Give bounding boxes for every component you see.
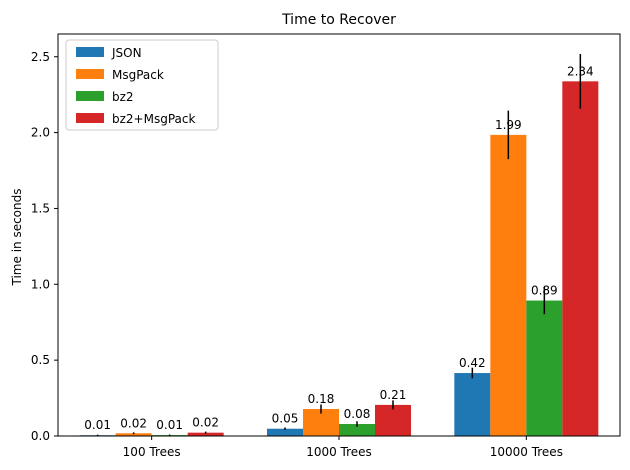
legend-box (65, 39, 219, 131)
data-label: 0.05 (272, 412, 299, 426)
data-label: 0.89 (531, 284, 558, 298)
x-tick-label: 100 Trees (123, 445, 181, 459)
bar (454, 373, 491, 436)
legend-label: MsgPack (112, 68, 164, 82)
legend-label: JSON (111, 46, 142, 60)
data-label: 0.02 (120, 416, 147, 430)
legend-label: bz2 (112, 90, 134, 104)
y-tick-label: 2.5 (31, 50, 50, 64)
bar (526, 300, 563, 436)
data-label: 0.42 (459, 356, 486, 370)
data-label: 0.01 (156, 418, 183, 432)
y-tick-label: 1.5 (31, 201, 50, 215)
data-label: 0.18 (308, 392, 335, 406)
y-tick-label: 2.0 (31, 126, 50, 140)
y-tick-label: 0.5 (31, 353, 50, 367)
bar (267, 428, 303, 436)
y-tick-label: 1.0 (31, 277, 50, 291)
bar (339, 424, 375, 436)
legend-swatch (76, 47, 104, 57)
data-label: 2.34 (567, 64, 594, 78)
y-tick-label: 0.0 (31, 429, 50, 443)
legend-swatch (76, 91, 104, 101)
legend-label: bz2+MsgPack (112, 112, 195, 126)
y-axis-label: Time in seconds (10, 189, 24, 287)
bar (187, 432, 224, 436)
chart-title: Time to Recover (281, 12, 396, 28)
plot-area: 0.01 0.050.420.020.181.990.010.080.890.02… (31, 33, 621, 459)
bar (490, 134, 527, 436)
data-label: 0.01 (84, 418, 111, 432)
bar (562, 81, 599, 437)
data-label: 0.08 (344, 407, 371, 421)
data-label: 0.02 (192, 416, 219, 430)
bar (115, 433, 152, 436)
x-tick-label: 1000 Trees (306, 445, 372, 459)
legend: JSON MsgPack bz2 bz2+MsgPack (65, 39, 219, 131)
data-label: 0.21 (380, 388, 407, 402)
bar (375, 404, 411, 436)
legend-swatch (76, 113, 104, 123)
data-label: 1.99 (495, 118, 522, 132)
legend-swatch (76, 69, 104, 79)
x-tick-label: 10000 Trees (490, 445, 563, 459)
